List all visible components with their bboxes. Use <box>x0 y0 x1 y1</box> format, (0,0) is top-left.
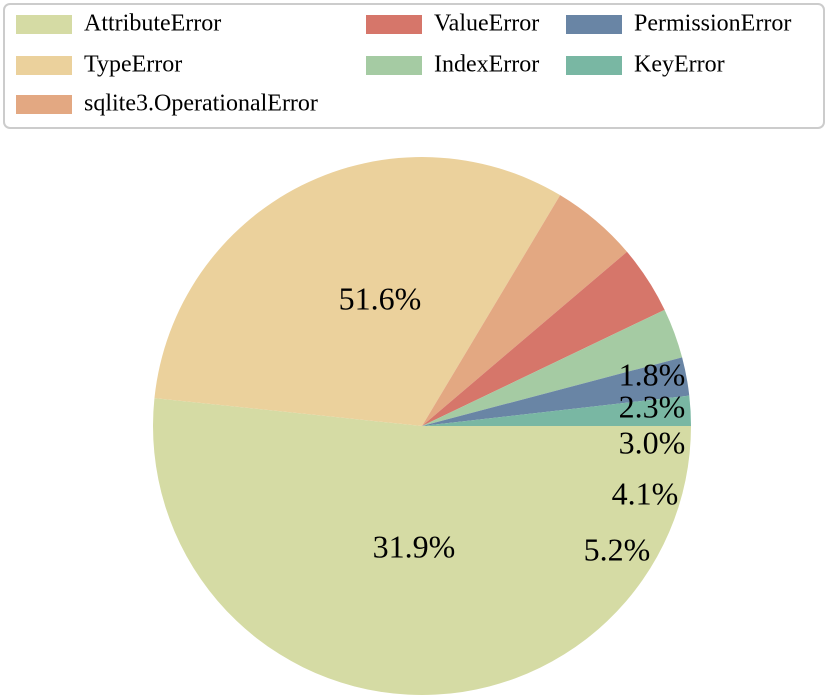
legend-swatch <box>16 15 72 34</box>
slice-label: 51.6% <box>339 280 422 316</box>
slice-label: 2.3% <box>619 388 686 424</box>
slice-label: 5.2% <box>584 531 651 567</box>
legend-item: PermissionError <box>566 11 791 37</box>
pie-slice-valueerror <box>422 251 665 426</box>
pie-slice-sqlite3-operationalerror <box>422 195 627 426</box>
legend-item: AttributeError <box>16 11 221 37</box>
slice-labels: 51.6% 31.9% 5.2% 4.1% 3.0%2.3%1.8% <box>339 280 686 567</box>
legend-swatch <box>16 56 72 75</box>
legend-swatch <box>366 56 422 75</box>
slice-label: 4.1% <box>612 475 679 511</box>
pie-slice-permissionerror <box>422 357 690 426</box>
legend-swatch <box>566 15 622 34</box>
pie-slices <box>153 157 692 696</box>
legend-label: ValueError <box>434 11 539 37</box>
pie-slice-indexerror <box>422 309 683 426</box>
legend-swatch <box>366 15 422 34</box>
legend-item: TypeError <box>16 52 182 78</box>
legend-label: AttributeError <box>84 11 221 37</box>
legend-label: KeyError <box>634 52 725 78</box>
pie-slice-attributeerror <box>153 398 692 696</box>
pie-slice-keyerror <box>422 395 691 426</box>
legend-swatch <box>16 95 72 114</box>
legend-label: sqlite3.OperationalError <box>84 91 318 117</box>
slice-label: 3.0% <box>619 424 686 460</box>
slice-label: 31.9% <box>373 528 456 564</box>
legend-label: TypeError <box>84 52 182 78</box>
legend-label: IndexError <box>434 52 539 78</box>
legend: AttributeError TypeError sqlite3.Operation… <box>16 11 791 117</box>
legend-item: sqlite3.OperationalError <box>16 91 318 117</box>
legend-label: PermissionError <box>634 11 791 37</box>
slice-label: 1.8% <box>619 356 686 392</box>
legend-item: ValueError <box>366 11 539 37</box>
legend-item: IndexError <box>366 52 539 78</box>
legend-swatch <box>566 56 622 75</box>
legend-item: KeyError <box>566 52 725 78</box>
pie-slice-typeerror <box>154 157 561 427</box>
